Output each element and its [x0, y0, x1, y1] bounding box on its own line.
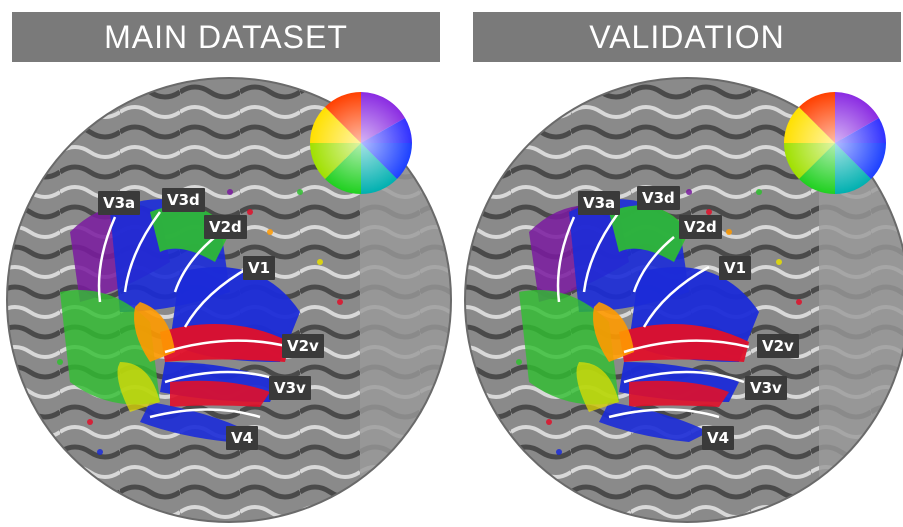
panel-title-banner: MAIN DATASET — [12, 12, 440, 62]
label-v3v: V3v — [269, 376, 311, 400]
label-v1: V1 — [719, 256, 752, 280]
label-v3a: V3a — [98, 191, 141, 215]
panel-title-banner: VALIDATION — [473, 12, 901, 62]
label-v4: V4 — [702, 426, 735, 450]
label-v3a: V3a — [578, 191, 621, 215]
panel-validation: VALIDATION — [451, 0, 903, 527]
label-v1: V1 — [243, 256, 276, 280]
color-wheel-icon — [784, 92, 886, 194]
label-v3d: V3d — [637, 186, 680, 210]
label-v2v: V2v — [757, 334, 799, 358]
label-v2d: V2d — [679, 215, 722, 239]
label-v2d: V2d — [204, 215, 247, 239]
label-v3v: V3v — [745, 376, 787, 400]
cortical-flatmap-image — [6, 77, 452, 523]
color-wheel-icon — [310, 92, 412, 194]
label-v3d: V3d — [162, 188, 205, 212]
label-v4: V4 — [226, 426, 259, 450]
cortical-flatmap-image — [464, 77, 903, 523]
panel-main-dataset: MAIN DATASET — [6, 12, 452, 523]
label-v2v: V2v — [282, 334, 324, 358]
